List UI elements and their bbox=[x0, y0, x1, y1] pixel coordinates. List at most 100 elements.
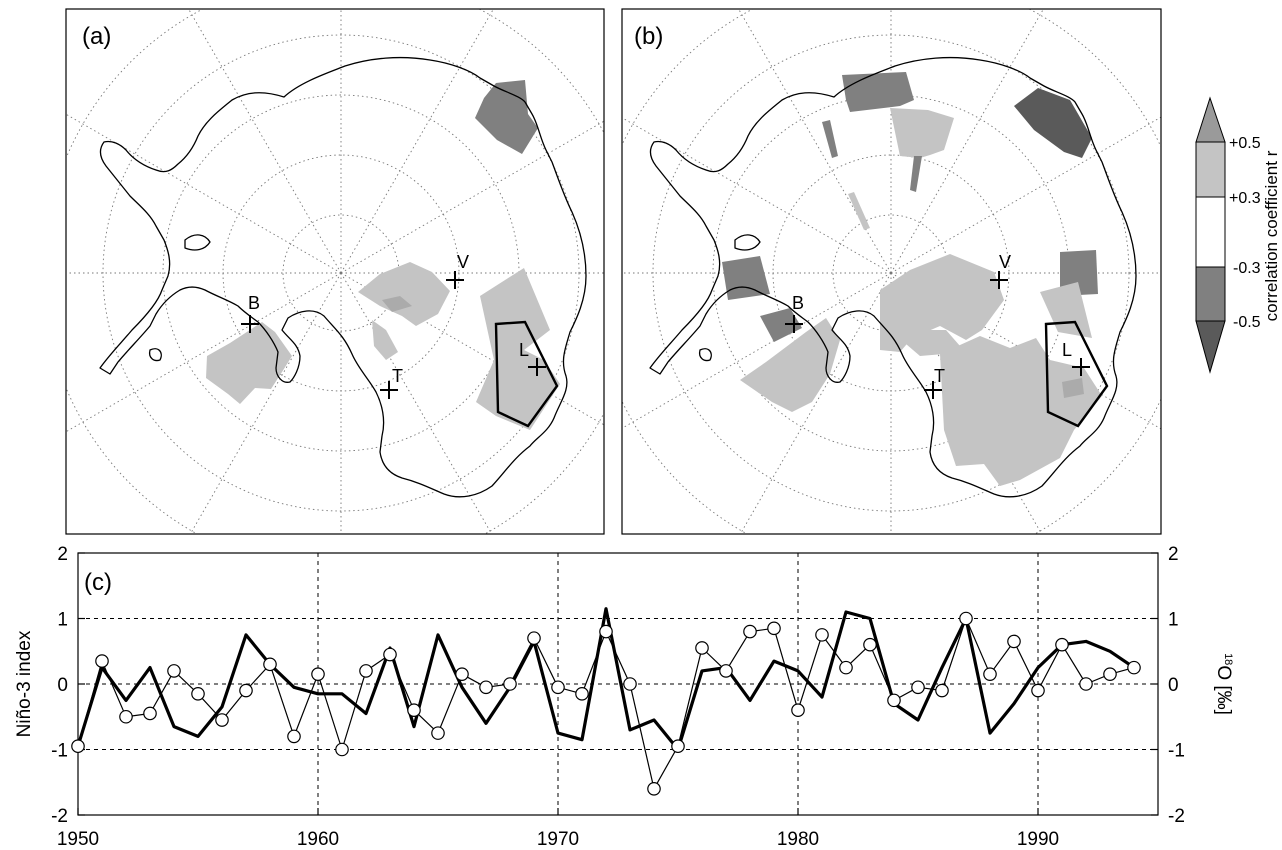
axis-ticks: 1950 1960 1970 1980 1990 -2 -2 -1 -1 0 0 1 1 2 2 bbox=[51, 544, 1185, 850]
y-tick-label-left: -1 bbox=[51, 741, 68, 762]
panel-b-label: (b) bbox=[634, 23, 663, 50]
station-label: B bbox=[792, 293, 804, 313]
y-tick-label-left: 0 bbox=[57, 675, 68, 696]
series-line-thin bbox=[77, 617, 1135, 790]
series-point bbox=[215, 713, 229, 727]
series-point bbox=[1127, 660, 1141, 675]
series-point bbox=[335, 742, 349, 757]
y-axis-left-label: Niño-3 index bbox=[14, 630, 35, 737]
coastline bbox=[99, 56, 587, 498]
series-point bbox=[1079, 677, 1093, 691]
series-point bbox=[119, 709, 133, 724]
series-point bbox=[935, 683, 949, 698]
series-point bbox=[911, 680, 925, 695]
series-point bbox=[95, 654, 109, 668]
station-label: V bbox=[457, 252, 469, 272]
station-markers bbox=[785, 271, 1090, 399]
series-point bbox=[479, 680, 493, 695]
series-point bbox=[551, 680, 565, 695]
colorbar-segment bbox=[1195, 320, 1226, 374]
series-point bbox=[743, 624, 757, 639]
series-point bbox=[1103, 667, 1117, 681]
station-markers bbox=[241, 271, 546, 399]
series-point bbox=[431, 726, 445, 740]
series-point bbox=[887, 693, 901, 708]
series-point bbox=[263, 657, 277, 672]
y-tick-label-right: 0 bbox=[1168, 675, 1179, 696]
series-layer bbox=[71, 607, 1141, 796]
station-label: B bbox=[248, 293, 260, 313]
colorbar-tick: -0.3 bbox=[1233, 260, 1261, 277]
x-tick-label: 1990 bbox=[1017, 829, 1059, 850]
y-axis-right-label: 18O [‰] bbox=[1213, 653, 1234, 715]
colorbar-segment bbox=[1195, 96, 1226, 143]
series-point bbox=[815, 628, 829, 642]
series-point bbox=[959, 611, 973, 626]
series-line-thick bbox=[76, 607, 1135, 752]
series-point bbox=[167, 664, 181, 678]
series-point bbox=[647, 781, 661, 796]
y-tick-label-right: -2 bbox=[1168, 806, 1185, 827]
series-point bbox=[839, 660, 853, 675]
station-label: L bbox=[519, 340, 529, 360]
station-label: L bbox=[1062, 340, 1072, 360]
series-point bbox=[791, 703, 805, 717]
panel-b-map: (b) B V T L bbox=[621, 8, 1162, 535]
colorbar-tick: +0.3 bbox=[1229, 190, 1261, 207]
colorbar-segment bbox=[1195, 196, 1226, 268]
grid bbox=[78, 553, 1158, 815]
y-axis-right-label-main: O [‰] bbox=[1213, 665, 1234, 715]
series-point bbox=[287, 729, 301, 744]
panel-a-label: (a) bbox=[82, 23, 111, 50]
series-point bbox=[599, 624, 613, 639]
series-point bbox=[71, 739, 85, 754]
series-point bbox=[407, 703, 421, 717]
x-tick-label: 1970 bbox=[537, 829, 579, 850]
timeseries-chart: 1950 1960 1970 1980 1990 -2 -2 -1 -1 0 0 1 1 2 2 (c) N… bbox=[14, 544, 1234, 850]
series-point bbox=[503, 677, 517, 691]
series-point bbox=[359, 664, 373, 678]
x-tick-label: 1980 bbox=[777, 829, 819, 850]
x-tick-label: 1950 bbox=[57, 829, 99, 850]
series-point bbox=[527, 631, 541, 645]
box-region bbox=[1044, 320, 1109, 428]
panel-a-map: (a) B V T L bbox=[65, 8, 605, 535]
y-tick-label-left: 1 bbox=[57, 610, 68, 631]
series-point bbox=[1055, 637, 1069, 652]
series-point bbox=[767, 621, 781, 636]
series-point bbox=[191, 687, 205, 701]
series-point bbox=[575, 687, 589, 701]
station-label: T bbox=[934, 366, 945, 386]
series-point bbox=[623, 677, 637, 691]
station-label: V bbox=[999, 252, 1011, 272]
colorbar-tick: -0.5 bbox=[1233, 314, 1261, 331]
series-point bbox=[1031, 683, 1045, 698]
y-tick-label-right: 1 bbox=[1168, 610, 1179, 631]
colorbar: +0.5 +0.3 -0.3 -0.5 correlation coeffici… bbox=[1195, 96, 1281, 374]
box-region bbox=[494, 320, 559, 428]
series-point bbox=[143, 706, 157, 721]
series-point bbox=[983, 667, 997, 681]
colorbar-segment bbox=[1195, 141, 1226, 198]
series-point bbox=[671, 739, 685, 754]
series-point bbox=[455, 667, 469, 681]
panel-c-label: (c) bbox=[84, 569, 112, 596]
y-tick-label-right: -1 bbox=[1168, 741, 1185, 762]
x-tick-label: 1960 bbox=[297, 829, 339, 850]
correlation-sectors bbox=[206, 80, 560, 430]
series-point bbox=[239, 683, 253, 698]
correlation-sectors bbox=[722, 72, 1102, 486]
series-point bbox=[863, 637, 877, 652]
y-axis-right-label-sup: 18 bbox=[1222, 653, 1234, 665]
y-tick-label-right: 2 bbox=[1168, 544, 1179, 565]
station-label: T bbox=[392, 366, 403, 386]
series-point bbox=[719, 664, 733, 678]
colorbar-title: correlation coefficient r bbox=[1262, 150, 1281, 321]
y-tick-label-left: -2 bbox=[51, 806, 68, 827]
series-point bbox=[311, 667, 325, 681]
series-point bbox=[383, 647, 397, 662]
y-tick-label-left: 2 bbox=[57, 544, 68, 565]
coastline bbox=[649, 56, 1137, 498]
series-point bbox=[1007, 634, 1021, 649]
